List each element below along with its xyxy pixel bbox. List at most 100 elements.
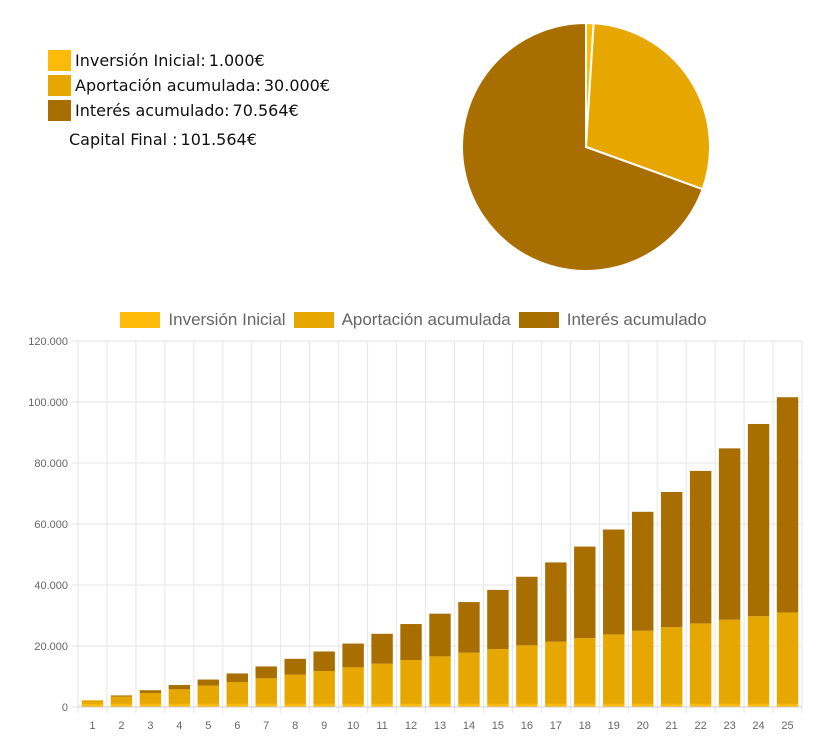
bar-segment-2-17[interactable] — [545, 641, 567, 704]
summary-row-aportacion: Aportación acumulada: 30.000€ — [48, 73, 330, 98]
bar-segment-3-17[interactable] — [545, 562, 567, 642]
bar-segment-2-11[interactable] — [371, 663, 393, 704]
bar-segment-3-24[interactable] — [747, 423, 770, 617]
bar-segment-3-13[interactable] — [429, 613, 451, 657]
bar-segment-3-6[interactable] — [226, 673, 248, 682]
bar-segment-1-9[interactable] — [313, 703, 335, 707]
legend-item-aportacion[interactable]: Aportación acumulada — [293, 310, 511, 330]
bar-segment-1-13[interactable] — [429, 703, 451, 707]
bar-segment-1-17[interactable] — [545, 703, 567, 707]
bar-segment-3-15[interactable] — [487, 589, 509, 650]
bar-segment-1-19[interactable] — [603, 703, 625, 707]
bar-segment-3-16[interactable] — [516, 576, 538, 646]
bar-segment-2-3[interactable] — [139, 692, 162, 704]
bar-segment-1-10[interactable] — [342, 703, 364, 707]
y-tick-label: 40.000 — [34, 580, 68, 592]
interes-value: 70.564€ — [232, 101, 299, 120]
bar-segment-2-22[interactable] — [689, 623, 712, 704]
bar-segment-2-2[interactable] — [110, 696, 133, 704]
bar-segment-1-5[interactable] — [197, 703, 220, 707]
legend-swatch-aportacion — [293, 312, 334, 328]
capital-label: Capital Final : — [69, 130, 178, 149]
bar-segment-3-18[interactable] — [574, 546, 596, 639]
bar-segment-2-18[interactable] — [574, 638, 596, 704]
bar-segment-2-7[interactable] — [255, 678, 277, 704]
x-tick-label: 13 — [434, 720, 446, 732]
bar-segment-1-1[interactable] — [81, 703, 104, 707]
bar-segment-3-5[interactable] — [197, 679, 220, 686]
bar-segment-1-3[interactable] — [139, 703, 162, 707]
summary-row-inversion: Inversión Inicial: 1.000€ — [48, 48, 330, 73]
bar-segment-2-10[interactable] — [342, 667, 364, 704]
bar-segment-1-8[interactable] — [284, 703, 306, 707]
bar-segment-3-14[interactable] — [458, 602, 480, 653]
pie-slice-2[interactable] — [584, 22, 711, 191]
bar-segment-2-1[interactable] — [81, 700, 104, 704]
bar-segment-2-9[interactable] — [313, 671, 335, 704]
bar-segment-1-18[interactable] — [574, 703, 596, 707]
legend-item-inversion[interactable]: Inversión Inicial — [120, 310, 286, 330]
x-tick-label: 1 — [89, 720, 95, 732]
bar-segment-1-2[interactable] — [110, 703, 133, 707]
x-tick-label: 19 — [608, 720, 620, 732]
bar-segment-2-14[interactable] — [458, 652, 480, 704]
bar-segment-2-4[interactable] — [168, 689, 191, 704]
bar-segment-2-21[interactable] — [660, 627, 683, 704]
bar-segment-1-7[interactable] — [255, 703, 277, 707]
bar-segment-2-5[interactable] — [197, 685, 220, 704]
bar-segment-3-20[interactable] — [632, 511, 654, 631]
bar-segment-1-11[interactable] — [371, 703, 393, 707]
pie-slice-3[interactable] — [461, 21, 704, 272]
y-tick-label: 100.000 — [28, 397, 68, 409]
bar-segment-1-25[interactable] — [776, 703, 799, 707]
legend-item-interes[interactable]: Interés acumulado — [518, 310, 707, 330]
x-tick-label: 17 — [550, 720, 562, 732]
bar-segment-1-14[interactable] — [458, 703, 480, 707]
bar-segment-1-4[interactable] — [168, 703, 191, 707]
bar-segment-1-21[interactable] — [660, 703, 683, 707]
bar-segment-3-2[interactable] — [110, 695, 133, 697]
bar-segment-3-11[interactable] — [371, 633, 393, 664]
bar-segment-3-25[interactable] — [776, 397, 799, 613]
bar-segment-3-4[interactable] — [168, 685, 191, 690]
y-tick-label: 0 — [62, 702, 68, 714]
bar-segment-3-9[interactable] — [313, 651, 335, 672]
bar-segment-3-3[interactable] — [139, 690, 162, 693]
bar-segment-2-15[interactable] — [487, 649, 509, 704]
y-tick-label: 60.000 — [34, 519, 68, 531]
bar-segment-1-24[interactable] — [747, 703, 770, 707]
interes-swatch — [48, 100, 71, 121]
bar-segment-2-6[interactable] — [226, 681, 248, 704]
bar-segment-3-19[interactable] — [603, 529, 625, 635]
bar-segment-1-15[interactable] — [487, 703, 509, 707]
bar-segment-2-13[interactable] — [429, 656, 451, 704]
bar-segment-3-22[interactable] — [689, 470, 712, 624]
bar-segment-2-12[interactable] — [400, 660, 422, 704]
bar-segment-3-8[interactable] — [284, 658, 306, 675]
bar-segment-1-6[interactable] — [226, 703, 248, 707]
bar-segment-1-23[interactable] — [718, 703, 741, 707]
bar-segment-1-16[interactable] — [516, 703, 538, 707]
bar-segment-2-25[interactable] — [776, 612, 799, 704]
x-tick-label: 8 — [292, 720, 298, 732]
bar-segment-3-23[interactable] — [718, 448, 741, 620]
summary-row-capital: Capital Final : 101.564€ — [48, 127, 330, 152]
bar-segment-2-24[interactable] — [747, 616, 770, 704]
bar-segment-3-7[interactable] — [255, 666, 277, 679]
bar-segment-3-12[interactable] — [400, 624, 422, 661]
bar-segment-2-8[interactable] — [284, 674, 306, 704]
bar-segment-2-23[interactable] — [718, 619, 741, 704]
bar-segment-2-19[interactable] — [603, 634, 625, 704]
x-tick-label: 11 — [376, 720, 387, 732]
bar-segment-1-20[interactable] — [632, 703, 654, 707]
bar-segment-3-10[interactable] — [342, 643, 364, 668]
bar-segment-1-12[interactable] — [400, 703, 422, 707]
bar-segment-1-22[interactable] — [689, 703, 712, 707]
x-tick-label: 5 — [205, 720, 211, 732]
x-tick-label: 16 — [521, 720, 533, 732]
bar-segment-3-21[interactable] — [660, 491, 683, 628]
bar-segment-2-16[interactable] — [516, 645, 538, 704]
bar-chart-legend: Inversión Inicial Aportación acumulada I… — [0, 310, 827, 330]
bar-segment-2-20[interactable] — [632, 630, 654, 704]
x-tick-label: 6 — [234, 720, 240, 732]
